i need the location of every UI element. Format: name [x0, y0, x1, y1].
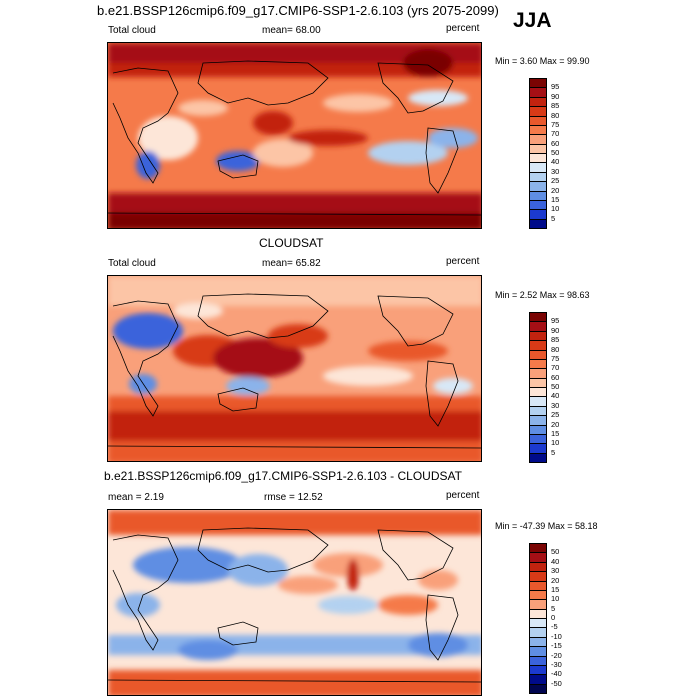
panel3-rmse: rmse = 12.52	[264, 492, 323, 503]
difference-colorbar-tick-label: -20	[551, 650, 562, 660]
model-colorbar-tick-label: 50	[551, 148, 560, 157]
model-cloud-map	[107, 42, 482, 229]
cloudsat-colorbar-swatch	[529, 452, 547, 463]
panel3-mean: mean = 2.19	[108, 492, 164, 503]
panel2-variable: Total cloud	[108, 258, 156, 269]
model-colorbar-tick-label: 75	[551, 119, 560, 129]
cloudsat-colorbar-tick-label: 15	[551, 428, 560, 438]
cloudsat-colorbar-tick-label: 75	[551, 353, 560, 363]
difference-colorbar-tick-label: 20	[551, 575, 560, 585]
difference-colorbar-tick-label: -30	[551, 659, 562, 669]
panel2-minmax: Min = 2.52 Max = 98.63	[495, 290, 590, 300]
difference-colorbar-tick-label: 0	[551, 613, 556, 622]
difference-colorbar-tick-label: -50	[551, 678, 562, 688]
cloudsat-colorbar-tick-label: 5	[551, 447, 556, 457]
model-colorbar-tick-label: 95	[551, 82, 560, 92]
cloudsat-colorbar: 95 90 85 80 75 70 60 50 40 30 25 20 15 10 5	[529, 312, 559, 463]
cloudsat-colorbar-tick-label: 50	[551, 382, 560, 391]
cloudsat-colorbar-tick-label: 80	[551, 344, 560, 354]
difference-colorbar-tick-label: 10	[551, 594, 560, 604]
model-colorbar-tick-label: 15	[551, 194, 560, 204]
difference-map	[107, 509, 482, 696]
difference-colorbar-tick-label: 5	[551, 603, 556, 613]
difference-colorbar-tick-label: -15	[551, 641, 562, 651]
difference-colorbar-tick-label: 40	[551, 556, 560, 566]
cloudsat-colorbar-tick-label: 25	[551, 410, 560, 420]
model-colorbar-tick-label: 30	[551, 166, 560, 176]
panel1-units: percent	[446, 23, 480, 34]
cloudsat-colorbar-tick-label: 95	[551, 316, 560, 326]
model-colorbar-tick-label: 5	[551, 213, 556, 223]
difference-colorbar: 50 40 30 20 15 10 5 0 -5 -10 -15 -20 -30 -40 -50	[529, 543, 562, 694]
panel3-title: b.e21.BSSP126cmip6.f09_g17.CMIP6-SSP1-2.…	[104, 469, 462, 483]
cloudsat-colorbar-tick-label: 40	[551, 391, 560, 401]
season-label: JJA	[513, 9, 552, 32]
model-colorbar-tick-label: 80	[551, 110, 560, 120]
difference-colorbar-tick-label: 30	[551, 566, 560, 576]
panel1-mean: mean= 68.00	[262, 25, 321, 36]
cloudsat-colorbar-tick-label: 30	[551, 400, 560, 410]
model-colorbar-swatch	[529, 218, 547, 229]
cloudsat-colorbar-tick-label: 60	[551, 372, 560, 382]
difference-colorbar-tick-label: 50	[551, 547, 560, 557]
cloudsat-colorbar-tick-label: 20	[551, 419, 560, 429]
cloudsat-colorbar-tick-label: 10	[551, 438, 560, 448]
model-colorbar: 95 90 85 80 75 70 60 50 40 30 25 20 15 10 5	[529, 78, 559, 229]
panel3-units: percent	[446, 490, 480, 501]
main-title: b.e21.BSSP126cmip6.f09_g17.CMIP6-SSP1-2.…	[97, 3, 499, 18]
cloudsat-cloud-map	[107, 275, 482, 462]
model-colorbar-tick-label: 70	[551, 129, 560, 139]
difference-colorbar-tick-label: -5	[551, 622, 558, 632]
model-colorbar-tick-label: 40	[551, 157, 560, 167]
difference-colorbar-swatch	[529, 683, 547, 694]
model-colorbar-tick-label: 90	[551, 91, 560, 101]
model-colorbar-tick-label: 25	[551, 176, 560, 186]
cloudsat-colorbar-tick-label: 70	[551, 363, 560, 373]
model-colorbar-tick-label: 85	[551, 101, 560, 111]
difference-colorbar-tick-label: -40	[551, 669, 562, 679]
panel1-variable: Total cloud	[108, 25, 156, 36]
panel1-minmax: Min = 3.60 Max = 99.90	[495, 56, 590, 66]
panel2-units: percent	[446, 256, 480, 267]
model-colorbar-tick-label: 20	[551, 185, 560, 195]
difference-colorbar-tick-label: 15	[551, 584, 560, 594]
panel2-mean: mean= 65.82	[262, 258, 321, 269]
model-colorbar-tick-label: 60	[551, 138, 560, 148]
cloudsat-colorbar-tick-label: 85	[551, 335, 560, 345]
cloudsat-colorbar-tick-label: 90	[551, 325, 560, 335]
panel3-minmax: Min = -47.39 Max = 58.18	[495, 521, 598, 531]
model-colorbar-tick-label: 10	[551, 204, 560, 214]
difference-colorbar-tick-label: -10	[551, 631, 562, 641]
panel2-title: CLOUDSAT	[259, 236, 324, 250]
